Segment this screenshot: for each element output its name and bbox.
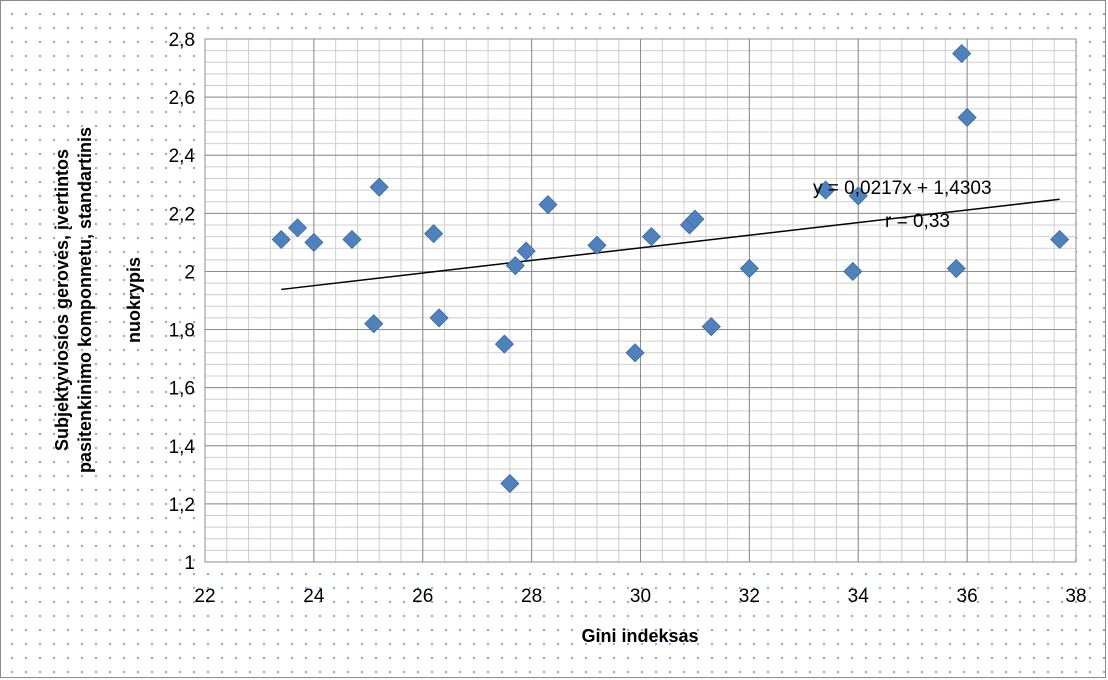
data-point-marker: [1050, 229, 1070, 250]
data-point-marker: [342, 229, 362, 250]
data-point-marker: [538, 195, 558, 215]
data-point-marker: [505, 256, 525, 276]
trendline: [281, 198, 1060, 291]
data-point-marker: [587, 235, 607, 255]
data-point-marker: [848, 186, 868, 206]
data-point-marker: [625, 343, 645, 363]
x-tick-label: 34: [848, 586, 870, 607]
y-axis-title-line-2: pasitenkinimo komponnetu, standartinis: [75, 127, 95, 473]
x-tick-label: 26: [412, 586, 433, 607]
x-tick-label: 22: [194, 586, 215, 607]
x-tick-label: 38: [1065, 586, 1086, 607]
data-point-marker: [364, 314, 384, 334]
data-point-marker: [685, 209, 705, 229]
data-point-marker: [952, 43, 972, 64]
y-axis-title: Subjektyviosios gerovės, įvertintos pasi…: [52, 127, 144, 473]
y-tick-label: 1: [184, 553, 195, 574]
data-point-marker: [641, 227, 661, 247]
data-points: [271, 43, 1070, 494]
y-tick-label: 2,4: [169, 146, 196, 167]
data-point-marker: [424, 224, 444, 244]
y-tick-label: 1,8: [169, 321, 195, 342]
data-point-marker: [500, 473, 520, 494]
trendline-group: [281, 198, 1060, 291]
y-axis-tick-labels: 1 1,2 1,4 1,6 1,8 2 2,2 2,4 2,6 2,8: [169, 30, 196, 574]
y-tick-label: 1,2: [169, 495, 195, 516]
y-tick-label: 2,8: [169, 30, 195, 51]
data-point-marker: [304, 232, 324, 252]
data-point-marker: [739, 258, 759, 279]
x-axis-tick-labels: 22 24 26 28 30 32 34 36 38: [194, 586, 1086, 607]
data-point-marker: [369, 177, 389, 197]
data-point-marker: [287, 218, 308, 238]
data-point-marker: [957, 107, 977, 128]
x-tick-label: 28: [521, 586, 542, 607]
x-tick-label: 36: [957, 586, 978, 607]
data-point-marker: [701, 317, 721, 337]
x-tick-label: 32: [739, 586, 760, 607]
y-axis-title-line-1: Subjektyviosios gerovės, įvertintos: [52, 149, 72, 451]
data-point-marker: [843, 261, 863, 282]
trendline-equation: y = 0,0217x + 1,4303: [813, 178, 992, 199]
data-point-marker: [429, 308, 449, 328]
x-axis-title: Gini indeksas: [581, 626, 698, 646]
data-point-marker: [516, 241, 536, 261]
y-tick-label: 2,2: [169, 204, 195, 225]
data-point-marker: [271, 229, 291, 250]
data-point-marker: [494, 334, 514, 354]
y-axis-title-line-3: nuokrypis: [124, 257, 144, 343]
y-tick-label: 2: [184, 262, 195, 283]
y-tick-label: 2,6: [169, 88, 195, 109]
data-point-marker: [816, 180, 836, 200]
x-tick-label: 30: [630, 586, 651, 607]
data-point-marker: [946, 258, 966, 279]
y-tick-label: 1,6: [169, 379, 195, 400]
plot-area-border: [204, 38, 1077, 563]
y-tick-label: 1,4: [169, 437, 196, 458]
x-tick-label: 24: [303, 586, 325, 607]
correlation-label: r = 0,33: [885, 211, 950, 232]
